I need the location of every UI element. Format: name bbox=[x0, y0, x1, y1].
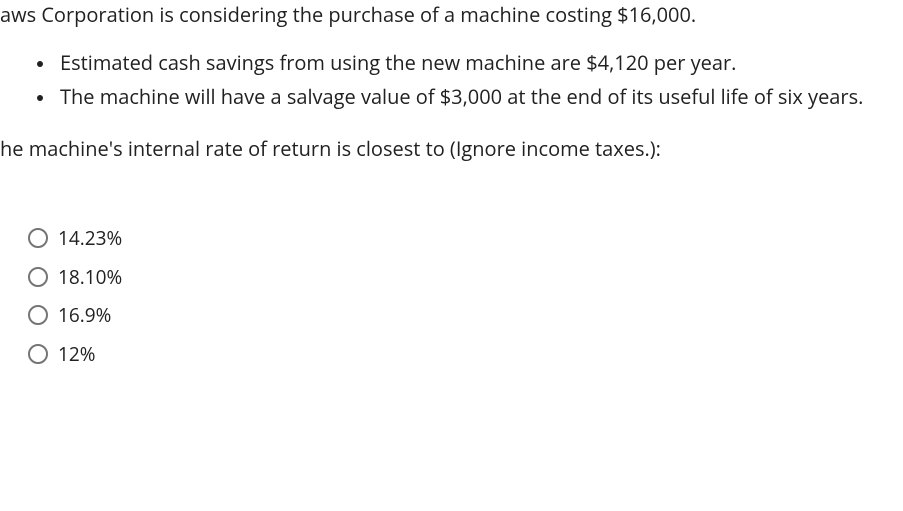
option-d[interactable]: 12% bbox=[28, 340, 903, 369]
list-item: The machine will have a salvage value of… bbox=[56, 82, 903, 112]
intro-text: aws Corporation is considering the purch… bbox=[0, 0, 903, 30]
option-b[interactable]: 18.10% bbox=[28, 263, 903, 292]
radio-icon[interactable] bbox=[28, 344, 48, 364]
question-block: aws Corporation is considering the purch… bbox=[0, 0, 903, 368]
option-a[interactable]: 14.23% bbox=[28, 224, 903, 253]
list-item: Estimated cash savings from using the ne… bbox=[56, 48, 903, 78]
question-text: he machine's internal rate of return is … bbox=[0, 134, 903, 164]
option-label: 16.9% bbox=[58, 301, 111, 330]
option-c[interactable]: 16.9% bbox=[28, 301, 903, 330]
radio-icon[interactable] bbox=[28, 228, 48, 248]
radio-icon[interactable] bbox=[28, 305, 48, 325]
option-label: 18.10% bbox=[58, 263, 122, 292]
option-label: 12% bbox=[58, 340, 95, 369]
option-label: 14.23% bbox=[58, 224, 122, 253]
answer-options: 14.23% 18.10% 16.9% 12% bbox=[0, 224, 903, 368]
radio-icon[interactable] bbox=[28, 267, 48, 287]
details-list: Estimated cash savings from using the ne… bbox=[0, 48, 903, 112]
